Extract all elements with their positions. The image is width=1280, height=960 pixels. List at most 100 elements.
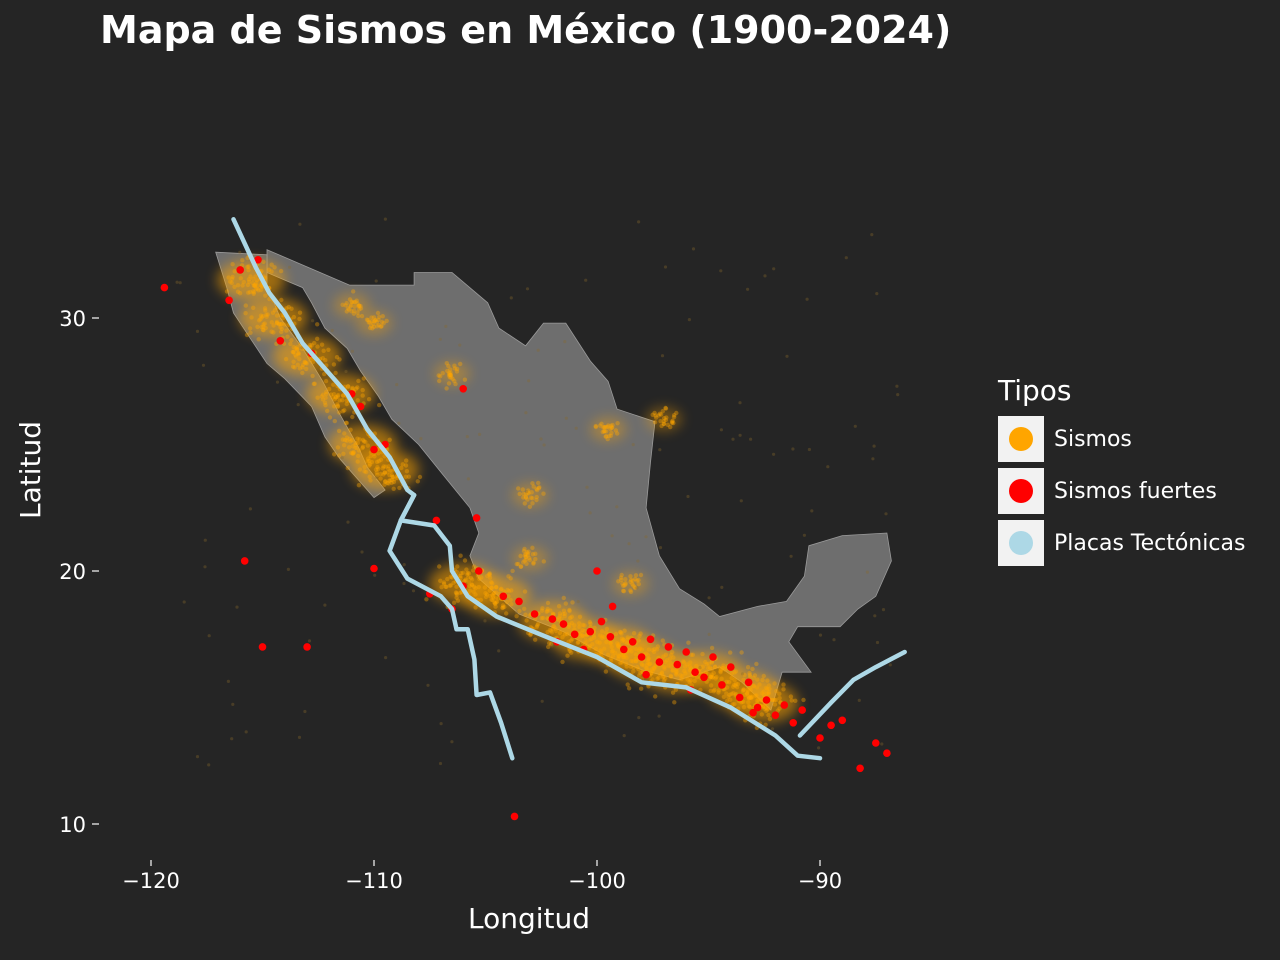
sismos-point-1229 xyxy=(448,367,453,372)
sismos-point-89 xyxy=(271,330,276,335)
sismos-point-1321 xyxy=(541,491,546,496)
sismos-point-998 xyxy=(747,685,753,691)
sismos-point-648 xyxy=(565,631,570,637)
sismos-point-481 xyxy=(454,592,459,597)
sismos-point-196 xyxy=(300,362,306,368)
legend-label-placas: Placas Tectónicas xyxy=(1054,530,1246,556)
sismos-point-1246 xyxy=(354,298,359,303)
sismos-point-1029 xyxy=(748,674,753,679)
sismos-point-86 xyxy=(270,310,276,315)
sismos-point-855 xyxy=(694,675,700,680)
sismos-point-344 xyxy=(367,463,372,468)
sismos-point-50 xyxy=(235,289,241,294)
sismos-point-629 xyxy=(544,609,549,614)
sismos-point-520 xyxy=(492,601,498,607)
sismos-point-1391 xyxy=(832,638,836,642)
sismos-point-1097 xyxy=(789,698,794,703)
sismos-point-1256 xyxy=(351,289,356,294)
sismos-point-789 xyxy=(670,668,675,673)
sismos-point-973 xyxy=(709,645,715,651)
sismos-point-1177 xyxy=(662,416,667,421)
sismos-point-1426 xyxy=(483,619,487,623)
sismos-point-740 xyxy=(619,652,624,657)
sismos-point-1008 xyxy=(749,695,754,701)
sismos-point-201 xyxy=(315,322,320,327)
sismos-point-1293 xyxy=(610,422,615,428)
sismos-point-1437 xyxy=(631,443,635,447)
sismos-point-391 xyxy=(365,456,371,461)
sismos-point-66 xyxy=(245,264,250,270)
sismos-point-294 xyxy=(344,435,350,440)
sismos-point-320 xyxy=(343,420,349,425)
sismos-point-3 xyxy=(237,291,243,296)
sismos-point-1395 xyxy=(622,734,626,738)
sismos-point-804 xyxy=(616,644,622,650)
sismos-point-525 xyxy=(458,590,463,595)
sismos-point-1244 xyxy=(356,303,362,308)
sismos-point-1013 xyxy=(741,687,746,692)
sismos-point-1281 xyxy=(374,319,379,325)
sismos-point-932 xyxy=(700,651,705,657)
sismos-point-314 xyxy=(348,439,353,444)
sismos-point-1461 xyxy=(881,608,886,612)
sismos-point-1186 xyxy=(669,420,675,426)
sismos-point-151 xyxy=(285,334,290,339)
sismos-point-576 xyxy=(553,628,559,634)
sismos-fuertes-points xyxy=(160,255,891,821)
sismos-point-962 xyxy=(733,669,739,674)
sismos-point-289 xyxy=(340,437,346,442)
sismos-point-1072 xyxy=(777,706,782,711)
sismos-point-517 xyxy=(485,573,490,579)
sismos-point-1255 xyxy=(343,303,348,308)
sismos-point-941 xyxy=(709,672,714,677)
sismos-point-990 xyxy=(751,684,756,689)
y-tick-label-1: 20 xyxy=(59,560,86,584)
sismos-point-1354 xyxy=(746,287,750,291)
sismos-point-830 xyxy=(628,664,633,669)
sismos-point-1473 xyxy=(303,709,307,714)
sismo-fuerte-point-2 xyxy=(236,266,244,274)
sismos-point-1412 xyxy=(426,683,430,687)
sismos-point-1194 xyxy=(658,412,664,417)
sismos-point-663 xyxy=(581,634,586,639)
sismos-point-212 xyxy=(340,409,346,414)
sismos-point-799 xyxy=(645,662,650,667)
sismos-point-1024 xyxy=(752,673,758,678)
sismos-point-443 xyxy=(448,574,453,579)
sismos-point-840 xyxy=(659,670,665,675)
sismos-point-1337 xyxy=(531,484,536,489)
sismos-point-575 xyxy=(556,617,561,622)
sismos-point-626 xyxy=(567,608,572,614)
sismos-point-19 xyxy=(252,283,257,288)
sismos-point-993 xyxy=(740,699,746,704)
sismos-point-1480 xyxy=(818,633,823,637)
sismos-point-349 xyxy=(351,450,356,456)
sismos-point-139 xyxy=(279,326,285,332)
sismos-point-1481 xyxy=(374,475,378,479)
sismos-point-1202 xyxy=(661,419,666,424)
sismos-point-850 xyxy=(670,650,675,655)
sismos-point-1007 xyxy=(747,695,752,701)
sismos-point-1234 xyxy=(346,307,352,312)
sismos-point-1475 xyxy=(330,328,334,333)
sismos-cluster-16 xyxy=(612,571,649,596)
sismos-point-983 xyxy=(716,688,721,693)
sismos-point-1335 xyxy=(523,495,529,500)
sismos-point-1055 xyxy=(761,692,766,697)
sismos-point-639 xyxy=(592,625,597,630)
sismos-point-726 xyxy=(630,645,635,650)
sismos-point-996 xyxy=(750,666,755,672)
sismos-point-1414 xyxy=(610,534,614,538)
sismos-point-1479 xyxy=(805,297,809,301)
sismos-cluster-22 xyxy=(590,417,627,442)
sismos-point-172 xyxy=(296,350,301,356)
sismos-point-103 xyxy=(256,337,261,342)
sismos-point-1083 xyxy=(766,706,771,711)
sismos-point-786 xyxy=(631,665,636,670)
sismos-point-1283 xyxy=(366,320,371,325)
sismos-point-1289 xyxy=(604,434,609,439)
sismos-point-511 xyxy=(491,596,496,601)
sismos-point-1248 xyxy=(351,300,357,305)
sismos-point-1212 xyxy=(440,371,445,376)
sismos-point-1090 xyxy=(755,698,760,703)
